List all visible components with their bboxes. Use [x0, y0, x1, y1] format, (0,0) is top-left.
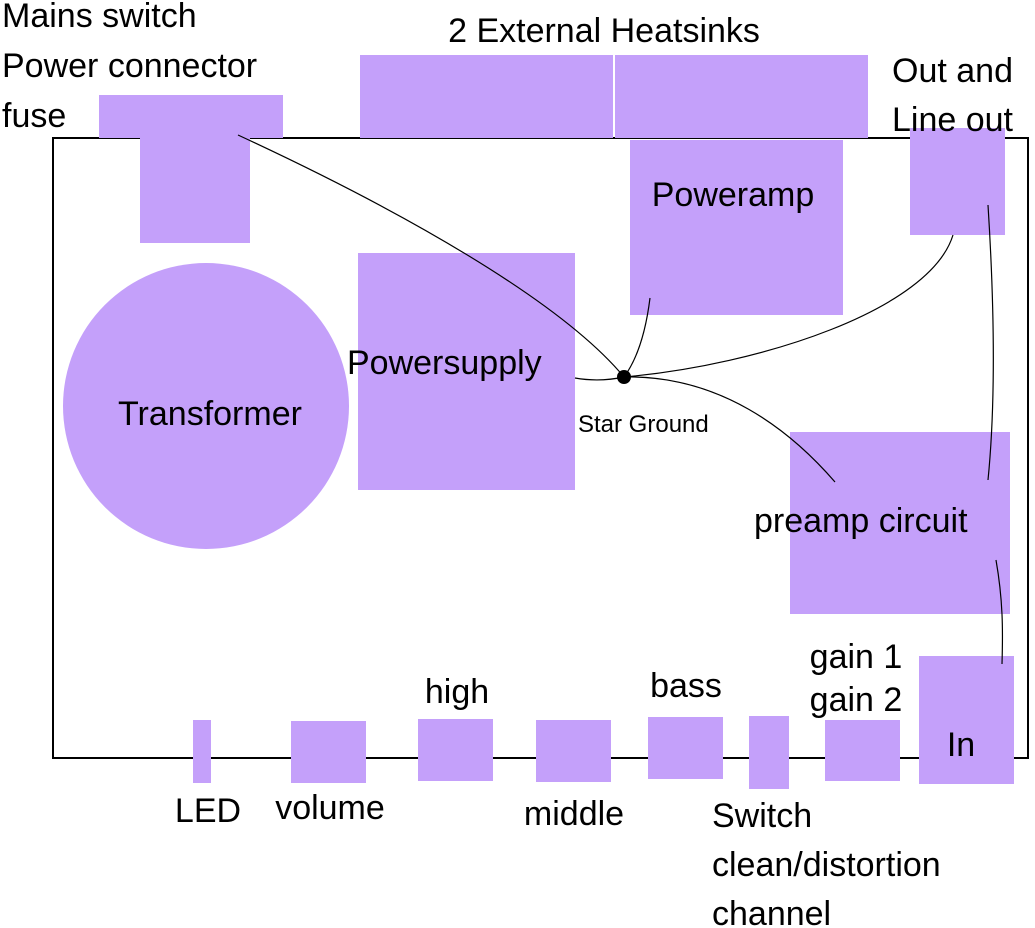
high-pot — [418, 719, 493, 781]
switch-label-line3: channel — [712, 895, 831, 928]
mains-label-line3: fuse — [2, 97, 66, 135]
mains-connector-top — [99, 95, 283, 138]
wire-poweramp-to-star — [623, 297, 651, 378]
star-ground-node — [617, 370, 631, 384]
powersupply-label: Powersupply — [347, 344, 542, 382]
heatsink-right — [615, 55, 868, 138]
high-label: high — [425, 673, 489, 711]
input-jack — [919, 656, 1014, 784]
output-label-line1: Out and — [892, 52, 1013, 90]
heatsink-left — [360, 55, 613, 138]
heatsinks-label: 2 External Heatsinks — [448, 12, 760, 50]
gain-label-line1: gain 1 — [810, 638, 903, 676]
gain-pot — [825, 720, 900, 781]
middle-pot — [536, 720, 611, 782]
output-label-line2: Line out — [892, 101, 1014, 139]
switch-label-line2: clean/distortion — [712, 846, 941, 884]
volume-label: volume — [275, 789, 385, 827]
preamp-circuit — [790, 432, 1010, 614]
wire-mains-to-star — [237, 134, 625, 378]
middle-label: middle — [524, 795, 624, 833]
preamp-label: preamp circuit — [754, 502, 968, 540]
bass-label: bass — [650, 667, 722, 705]
led-label: LED — [175, 792, 241, 830]
mains-label-line2: Power connector — [2, 47, 257, 85]
wire-powersupply-to-star — [574, 376, 625, 381]
wire-preamp-to-input — [995, 559, 1004, 665]
bass-pot — [648, 717, 723, 779]
poweramp-label: Poweramp — [652, 176, 815, 214]
mains-label-line1: Mains switch — [2, 0, 197, 35]
mains-connector-body — [140, 138, 250, 243]
powersupply — [358, 253, 575, 490]
star-ground-label: Star Ground — [578, 411, 709, 438]
poweramp — [630, 140, 843, 315]
wire-preamp-to-star — [623, 376, 836, 483]
ground-wires — [237, 134, 1004, 665]
transformer — [63, 263, 349, 549]
volume-pot — [291, 721, 366, 783]
input-label: In — [947, 726, 975, 764]
gain-label-line2: gain 2 — [810, 681, 903, 719]
led — [193, 720, 211, 783]
switch-label-line1: Switch — [712, 797, 812, 835]
wire-output-to-star — [623, 234, 954, 378]
transformer-label: Transformer — [118, 395, 302, 433]
output-jacks — [910, 128, 1005, 235]
channel-switch — [749, 716, 789, 789]
wire-output-to-preamp — [987, 204, 994, 481]
